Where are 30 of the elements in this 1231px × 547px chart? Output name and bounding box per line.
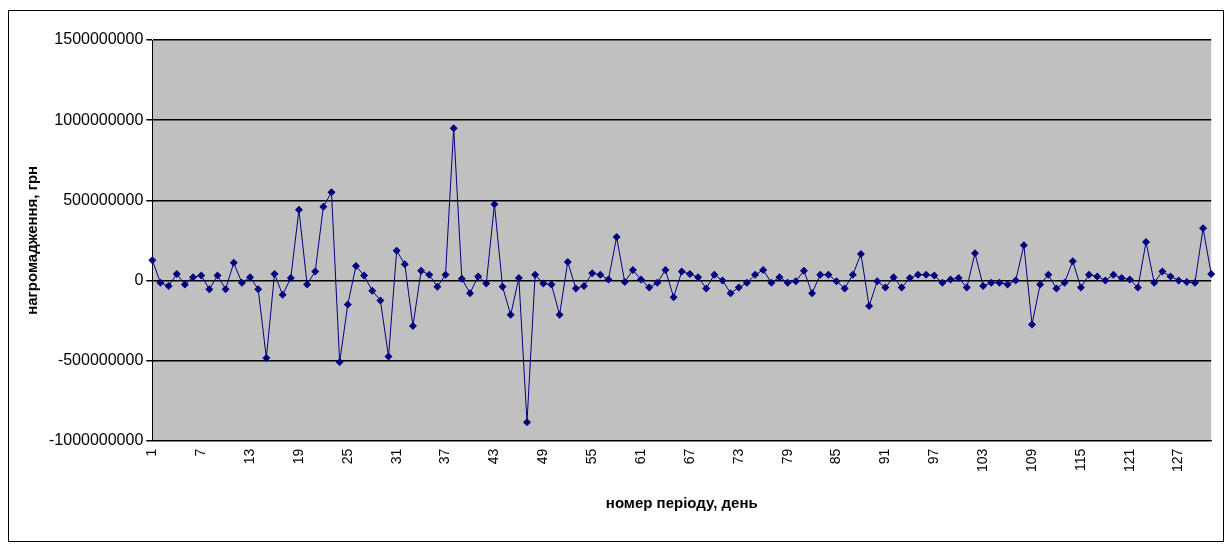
x-tick-label: 55 bbox=[583, 448, 600, 465]
y-tick-label: 500000000 bbox=[63, 190, 144, 208]
x-tick-label: 79 bbox=[778, 448, 795, 465]
x-tick-label: 7 bbox=[192, 448, 209, 457]
y-tick-label: 1500000000 bbox=[54, 30, 144, 48]
x-tick-label: 37 bbox=[436, 448, 453, 465]
x-tick-label: 49 bbox=[534, 448, 551, 465]
x-tick-label: 127 bbox=[1169, 448, 1186, 472]
x-tick-label: 61 bbox=[631, 448, 648, 465]
y-axis-title: нагромадження, грн bbox=[23, 165, 41, 315]
x-tick-label: 85 bbox=[827, 448, 844, 465]
x-tick-label: 121 bbox=[1120, 448, 1137, 472]
x-tick-label: 67 bbox=[680, 448, 697, 465]
y-tick-label: 0 bbox=[134, 270, 144, 288]
x-tick-label: 91 bbox=[876, 448, 893, 465]
x-tick-label: 19 bbox=[289, 448, 306, 465]
y-tick-label: -1000000000 bbox=[49, 431, 144, 449]
x-tick-label: 43 bbox=[485, 448, 502, 465]
x-tick-label: 31 bbox=[387, 448, 404, 465]
y-tick-label: 1000000000 bbox=[54, 110, 144, 128]
x-axis-title: номер періоду, день bbox=[605, 494, 758, 512]
x-tick-label: 115 bbox=[1071, 448, 1088, 471]
x-tick-label: 13 bbox=[240, 448, 257, 465]
y-tick-label: -500000000 bbox=[57, 350, 144, 368]
x-tick-label: 25 bbox=[338, 448, 355, 465]
x-tick-label: 97 bbox=[925, 448, 942, 465]
x-tick-label: 109 bbox=[1022, 448, 1039, 472]
x-tick-label: 1 bbox=[143, 448, 160, 457]
x-tick-label: 73 bbox=[729, 448, 746, 465]
x-tick-label: 103 bbox=[973, 448, 990, 472]
